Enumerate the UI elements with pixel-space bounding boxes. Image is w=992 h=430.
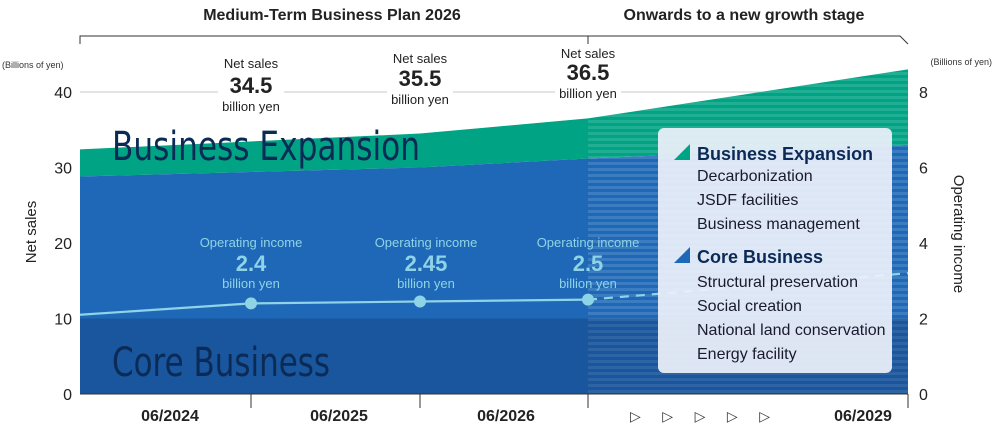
y2-tick-label: 2 — [919, 312, 928, 329]
operating-income-callout: Operating income 2.4 billion yen — [200, 235, 303, 291]
net-sales-unit: billion yen — [222, 99, 280, 114]
operating-income-value: 2.45 — [405, 251, 448, 276]
plan-bracket: Medium-Term Business Plan 2026 — [79, 7, 589, 44]
x-tick-label: 06/2029 — [834, 408, 892, 425]
net-sales-callout: Net sales 36.5 billion yen — [555, 44, 621, 102]
operating-income-unit: billion yen — [559, 276, 617, 291]
legend-item: Social creation — [697, 298, 802, 315]
left-axis-title: Net sales — [23, 201, 40, 264]
x-tick-label: 06/2024 — [141, 408, 199, 425]
net-sales-callout: Net sales 34.5 billion yen — [218, 56, 284, 118]
triangle-icon — [674, 144, 690, 160]
x-axis-dividers — [250, 394, 909, 408]
legend: Business Expansion Decarbonization JSDF … — [658, 128, 892, 373]
axis-ticks: 0 10 20 30 40 0 2 4 6 8 — [54, 85, 928, 404]
net-sales-unit: billion yen — [391, 92, 449, 107]
triangle-icon — [674, 247, 690, 263]
operating-income-label: Operating income — [537, 235, 640, 250]
legend-group-title: Core Business — [697, 247, 823, 267]
future-bracket: Onwards to a new growth stage — [587, 7, 909, 45]
y2-tick-label: 8 — [919, 85, 928, 102]
operating-income-unit: billion yen — [222, 276, 280, 291]
legend-item: National land conservation — [697, 322, 886, 339]
operating-income-point — [582, 293, 594, 306]
plan-label: Medium-Term Business Plan 2026 — [203, 7, 461, 24]
operating-income-value: 2.5 — [573, 251, 604, 276]
y-tick-label: 20 — [54, 236, 72, 253]
operating-income-point — [414, 295, 426, 308]
net-sales-value: 34.5 — [230, 73, 273, 98]
x-tick-label: 06/2026 — [477, 408, 535, 425]
net-sales-unit: billion yen — [559, 86, 617, 101]
net-sales-value: 36.5 — [567, 60, 610, 85]
band-label-expansion: Business Expansion — [112, 124, 420, 170]
operating-income-actual — [79, 298, 589, 316]
right-axis-unit: (Billions of yen) — [930, 57, 992, 67]
legend-item: Decarbonization — [697, 168, 813, 185]
legend-item: Energy facility — [697, 346, 797, 363]
operating-income-label: Operating income — [200, 235, 303, 250]
y-tick-label: 30 — [54, 161, 72, 178]
operating-income-point — [245, 297, 257, 310]
operating-income-callout: Operating income 2.45 billion yen — [375, 235, 478, 291]
y2-tick-label: 6 — [919, 161, 928, 178]
legend-item: Business management — [697, 216, 860, 233]
y-tick-label: 0 — [63, 387, 72, 404]
future-label: Onwards to a new growth stage — [624, 7, 865, 24]
y-tick-label: 40 — [54, 85, 72, 102]
operating-income-callout: Operating income 2.5 billion yen — [537, 235, 640, 291]
net-sales-label: Net sales — [561, 46, 616, 61]
legend-item: Structural preservation — [697, 274, 858, 291]
right-axis-title: Operating income — [950, 175, 967, 293]
legend-group-title: Business Expansion — [697, 144, 873, 164]
y-tick-label: 10 — [54, 312, 72, 329]
future-arrows: ▷ ▷ ▷ ▷ ▷ — [630, 409, 770, 425]
band-label-core: Core Business — [112, 340, 330, 386]
operating-income-label: Operating income — [375, 235, 478, 250]
y2-tick-label: 0 — [919, 387, 928, 404]
net-sales-label: Net sales — [224, 56, 279, 71]
net-sales-label: Net sales — [393, 51, 448, 66]
net-sales-value: 35.5 — [399, 66, 442, 91]
net-sales-callout: Net sales 35.5 billion yen — [387, 48, 453, 108]
x-tick-label: 06/2025 — [310, 408, 368, 425]
left-axis-unit: (Billions of yen) — [2, 60, 64, 70]
operating-income-unit: billion yen — [397, 276, 455, 291]
operating-income-value: 2.4 — [236, 251, 267, 276]
legend-item: JSDF facilities — [697, 192, 798, 209]
y2-tick-label: 4 — [919, 236, 928, 253]
